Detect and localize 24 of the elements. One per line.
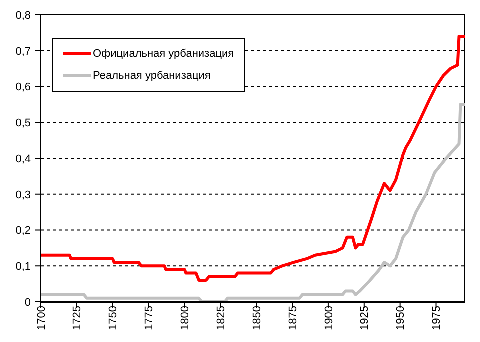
- x-tick-label: 1875: [287, 306, 300, 330]
- x-tick-label: 1850: [251, 306, 264, 330]
- x-tick-label: 1925: [359, 306, 372, 330]
- y-tick-label: 0,8: [16, 10, 31, 22]
- x-tick-label: 1825: [215, 306, 228, 330]
- legend-label: Официальная урбанизация: [93, 48, 234, 60]
- x-tick-label: 1900: [323, 306, 336, 330]
- line-series: [41, 35, 465, 282]
- y-tick-label: 0,4: [16, 153, 31, 166]
- y-tick-label: 0: [24, 296, 31, 309]
- x-tick-label: 1725: [72, 306, 84, 330]
- y-tick-label: 0,5: [16, 118, 31, 130]
- y-tick-label: 0,1: [16, 261, 31, 274]
- x-tick-label: 1975: [431, 306, 444, 330]
- x-tick-label: 1800: [180, 306, 192, 330]
- y-tick-label: 0,2: [16, 225, 31, 238]
- legend-label: Реальная урбанизация: [93, 70, 211, 82]
- y-tick-label: 0,6: [16, 82, 31, 94]
- x-tick-label: 1950: [395, 306, 408, 330]
- y-tick-label: 0,3: [16, 189, 31, 202]
- x-tick-label: 1775: [144, 306, 156, 330]
- x-tick-label: 1700: [36, 306, 48, 330]
- x-tick-label: 1750: [108, 306, 120, 330]
- y-tick-label: 0,7: [16, 46, 31, 58]
